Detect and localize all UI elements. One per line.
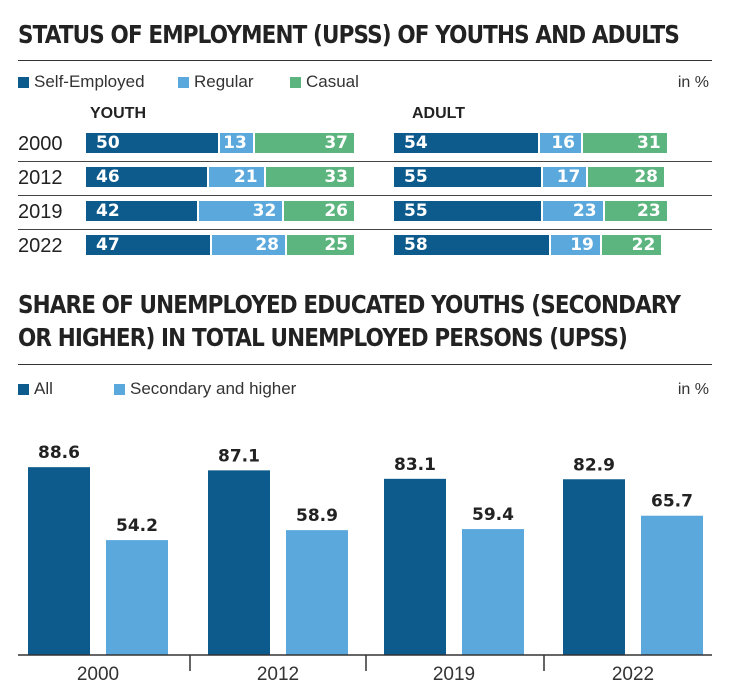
row-divider [18,161,712,162]
section2-title-line2: OR HIGHER) IN TOTAL UNEMPLOYED PERSONS (… [18,323,628,352]
row-divider [18,229,712,230]
year-label: 2000 [18,133,63,155]
bar-value-label: 54.2 [116,516,158,536]
legend-swatch [290,76,301,88]
youth-label: YOUTH [90,105,146,122]
unit-label: in % [677,74,709,91]
bar-segment: 33 [265,167,354,187]
bar-2022-secondary [641,515,703,655]
youth-bar-2000: 50 13 37 [86,133,354,153]
bar-segment: 31 [583,133,667,153]
legend-self-employed: Self-Employed [18,72,145,92]
legend-label: Secondary and higher [130,379,297,398]
bar-segment: 25 [287,235,354,255]
bar-value-label: 83.1 [394,455,436,475]
title-rule [18,60,712,61]
bar-segment: 55 [394,167,543,187]
bar-segment: 16 [539,133,583,153]
bar-segment: 22 [601,235,662,255]
bar-2022-all [563,479,625,655]
row-divider [18,195,712,196]
unemployed-bar-chart: 88.6 54.2 2000 87.1 58.9 2012 83.1 59.4 2019 82.9… [18,408,712,693]
bar-value-label: 58.9 [296,506,338,526]
legend-swatch [18,76,29,88]
bar-segment: 28 [211,235,287,255]
legend-swatch [18,383,29,395]
adult-bar-2019: 55 23 23 [394,201,667,221]
legend-casual: Casual [290,72,359,92]
year-label: 2022 [18,235,63,257]
bar-segment: 17 [542,167,589,187]
bar-segment: 23 [604,201,667,221]
year-label: 2019 [18,201,63,223]
legend-label: Self-Employed [34,72,145,91]
legend-all: All [18,379,53,399]
bar-2000-secondary [106,540,168,655]
bar-2012-all [208,470,270,655]
adult-label: ADULT [412,105,466,122]
bar-2019-all [384,478,446,655]
bar-segment: 23 [542,201,605,221]
bar-chart-svg: 88.6 54.2 2000 87.1 58.9 2012 83.1 59.4 2019 82.9… [18,443,712,685]
legend-label: All [34,379,53,398]
bar-value-label: 88.6 [38,443,80,463]
youth-bar-2022: 47 28 25 [86,235,354,255]
legend-swatch [178,76,189,88]
year-label: 2012 [18,167,63,189]
bar-segment: 19 [550,235,602,255]
bar-segment: 54 [394,133,540,153]
legend-regular: Regular [178,72,254,92]
legend-secondary: Secondary and higher [114,379,296,399]
status-legend: Self-Employed Regular Casual [18,72,712,94]
bar-2012-secondary [286,530,348,655]
bar-value-label: 65.7 [651,492,693,512]
bar-segment: 47 [86,235,212,255]
bar-segment: 28 [588,167,664,187]
unemployed-legend: All Secondary and higher [18,379,712,401]
adult-bar-2012: 55 17 28 [394,167,664,187]
bar-segment: 50 [86,133,220,153]
bar-2000-all [28,467,90,655]
legend-label: Casual [306,72,359,91]
unit-label: in % [677,381,709,398]
bar-segment: 32 [198,201,285,221]
bar-segment: 58 [394,235,551,255]
bar-value-label: 87.1 [218,446,260,466]
adult-bar-2022: 58 19 22 [394,235,662,255]
x-tick-label: 2022 [612,664,654,685]
youth-bar-2012: 46 21 33 [86,167,354,187]
youth-bar-2019: 42 32 26 [86,201,354,221]
x-tick-label: 2019 [433,664,475,685]
section2-title-line1: SHARE OF UNEMPLOYED EDUCATED YOUTHS (SEC… [18,290,681,319]
x-tick-label: 2012 [257,664,299,685]
bar-segment: 37 [254,133,354,153]
bar-2019-secondary [462,529,524,655]
bar-segment: 21 [209,167,266,187]
bar-value-label: 82.9 [573,455,615,475]
bar-value-label: 59.4 [472,505,514,525]
title-rule [18,364,712,365]
section1-title: STATUS OF EMPLOYMENT (UPSS) OF YOUTHS AN… [18,20,680,49]
bar-segment: 42 [86,201,199,221]
bar-segment: 55 [394,201,543,221]
legend-swatch [114,383,125,395]
bar-segment: 26 [284,201,354,221]
bar-segment: 46 [86,167,210,187]
x-tick-label: 2000 [77,664,119,685]
legend-label: Regular [194,72,254,91]
bar-segment: 13 [220,133,255,153]
adult-bar-2000: 54 16 31 [394,133,667,153]
